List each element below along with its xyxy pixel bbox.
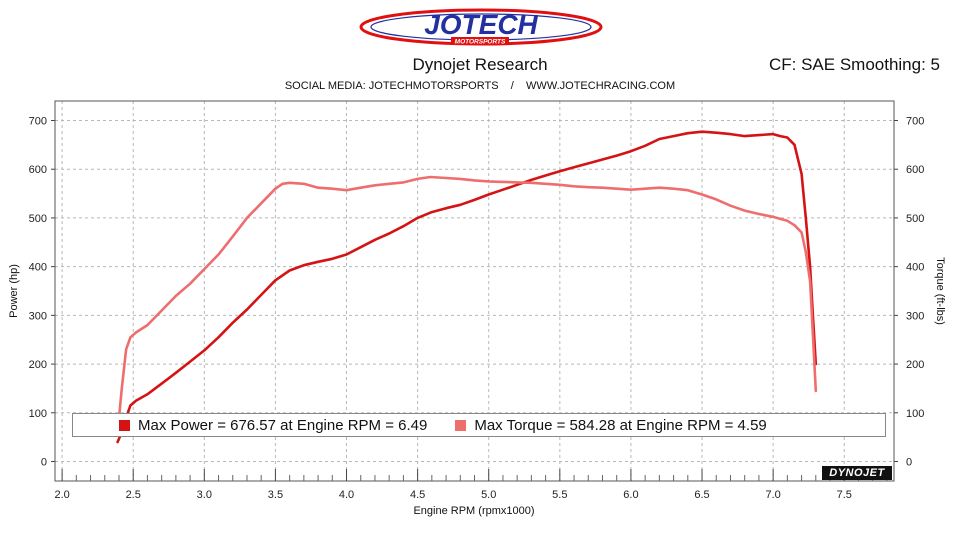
series-line-torque — [116, 175, 818, 434]
x-tick-label: 3.5 — [268, 489, 283, 501]
y-tick-label-right: 400 — [906, 262, 924, 274]
logo-subtext: MOTORSPORTS — [455, 39, 506, 46]
y-tick-label-left: 100 — [29, 408, 47, 420]
x-tick-label: 6.5 — [694, 489, 709, 501]
x-axis-label: Engine RPM (rpmx1000) — [413, 505, 534, 517]
y-tick-label-right: 600 — [906, 164, 924, 176]
y-tick-label-left: 500 — [29, 213, 47, 225]
y-tick-label-right: 100 — [906, 408, 924, 420]
x-tick-label: 7.0 — [765, 489, 780, 501]
x-tick-label: 3.0 — [197, 489, 212, 501]
grid-lines — [55, 101, 894, 481]
x-tick-label: 5.0 — [481, 489, 496, 501]
chart-subtitle: SOCIAL MEDIA: JOTECHMOTORSPORTS / WWW.JO… — [284, 80, 676, 92]
legend-power-label: Max Power = 676.57 at Engine RPM = 6.49 — [138, 416, 428, 434]
y-tick-label-left: 300 — [29, 310, 47, 322]
y-tick-label-left: 700 — [29, 115, 47, 127]
x-tick-label: 5.5 — [552, 489, 567, 501]
x-tick-label: 2.0 — [54, 489, 69, 501]
y-tick-label-left: 400 — [29, 262, 47, 274]
y-tick-label-left: 600 — [29, 164, 47, 176]
series-line-power — [116, 130, 818, 444]
x-tick-label: 4.0 — [339, 489, 354, 501]
torque-swatch — [455, 419, 467, 431]
legend-item-power: Max Power = 676.57 at Engine RPM = 6.49 — [119, 417, 427, 434]
correction-factor-label: CF: SAE Smoothing: 5 — [768, 55, 940, 74]
dynojet-text: DYNOJET — [829, 467, 885, 479]
x-tick-label: 4.5 — [410, 489, 425, 501]
y-tick-label-right: 0 — [906, 457, 912, 469]
legend-torque-label: Max Torque = 584.28 at Engine RPM = 4.59 — [474, 416, 767, 434]
dynojet-watermark: DYNOJET — [822, 466, 892, 480]
y-axis-right-label: Torque (ft-lbs) — [934, 257, 946, 325]
x-tick-label: 2.5 — [126, 489, 141, 501]
series-lines — [116, 130, 818, 444]
y-tick-label-left: 0 — [41, 457, 47, 469]
logo-text: JOTECH — [424, 9, 538, 40]
chart-title: Dynojet Research — [412, 55, 548, 74]
y-tick-label-right: 300 — [906, 310, 924, 322]
power-swatch — [119, 419, 130, 431]
y-tick-label-right: 500 — [906, 213, 924, 225]
legend-item-torque: Max Torque = 584.28 at Engine RPM = 4.59 — [455, 416, 767, 434]
x-tick-label: 6.0 — [623, 489, 638, 501]
y-tick-label-left: 200 — [29, 359, 47, 371]
y-axis-left-label: Power (hp) — [8, 264, 20, 318]
y-tick-label-right: 700 — [906, 115, 924, 127]
x-tick-label: 7.5 — [837, 489, 852, 501]
jotech-logo: JOTECH MOTORSPORTS — [359, 8, 603, 46]
y-tick-label-right: 200 — [906, 359, 924, 371]
chart-legend: Max Power = 676.57 at Engine RPM = 6.49 … — [72, 413, 886, 437]
